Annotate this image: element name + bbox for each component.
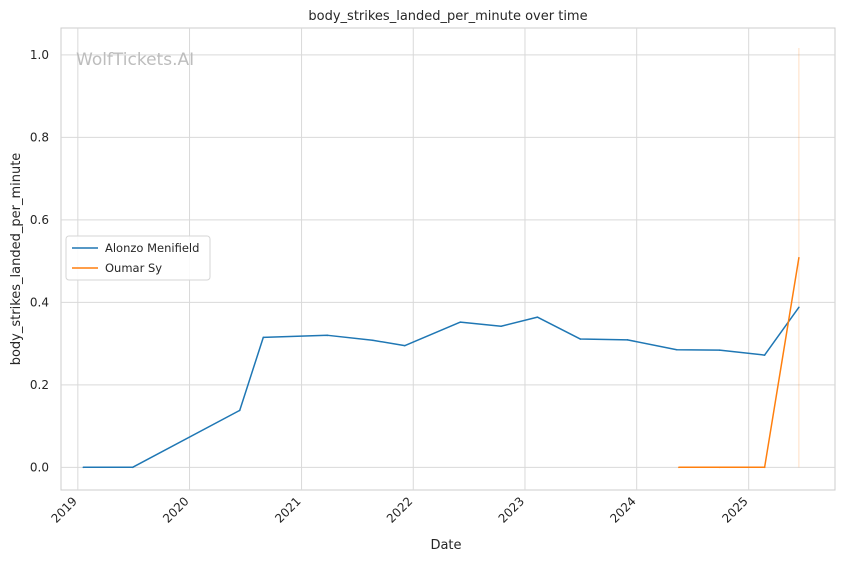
data-point — [238, 409, 241, 412]
series-line-alonzo-menifield — [83, 306, 800, 469]
y-tick-label: 0.6 — [30, 213, 49, 227]
data-point — [678, 466, 680, 469]
x-tick-label: 2019 — [48, 494, 79, 525]
data-point — [579, 338, 582, 340]
legend-label-oumar-sy: Oumar Sy — [105, 261, 162, 275]
data-point — [371, 339, 374, 342]
data-point — [763, 354, 766, 356]
x-axis-label: Date — [430, 538, 461, 553]
x-tick-label: 2024 — [607, 494, 638, 525]
series-lines — [82, 256, 800, 469]
data-point — [262, 336, 265, 339]
data-point — [326, 334, 329, 337]
x-tick-label: 2025 — [719, 494, 750, 525]
y-axis-label: body_strikes_landed_per_minute — [9, 153, 24, 366]
data-point — [718, 349, 721, 351]
data-point — [82, 466, 85, 469]
legend: Alonzo Menifield Oumar Sy — [65, 235, 211, 281]
data-point — [798, 306, 800, 309]
data-point — [763, 466, 766, 469]
x-tick-label: 2020 — [160, 494, 191, 525]
data-point — [459, 321, 462, 323]
legend-label-alonzo-menifield: Alonzo Menifield — [105, 241, 199, 255]
y-tick-label: 0.8 — [30, 130, 49, 144]
data-point — [131, 466, 134, 469]
data-point — [798, 256, 800, 259]
series-line-oumar-sy — [678, 257, 800, 469]
data-point — [626, 339, 629, 341]
y-tick-label: 0.0 — [30, 460, 49, 474]
x-tick-label: 2021 — [272, 494, 303, 525]
data-point — [675, 348, 678, 351]
data-point — [536, 316, 539, 318]
y-tick-label: 1.0 — [30, 48, 49, 62]
data-point — [403, 344, 406, 347]
x-tick-label: 2023 — [496, 494, 527, 525]
legend-box — [65, 235, 211, 281]
watermark: WolfTickets.AI — [76, 50, 194, 70]
chart-title: body_strikes_landed_per_minute over time — [308, 9, 587, 24]
x-tick-label: 2022 — [384, 494, 415, 525]
y-tick-label: 0.2 — [30, 378, 49, 392]
grid — [61, 28, 835, 490]
data-point — [718, 466, 721, 469]
y-tick-label: 0.4 — [30, 295, 49, 309]
data-point — [500, 325, 502, 328]
